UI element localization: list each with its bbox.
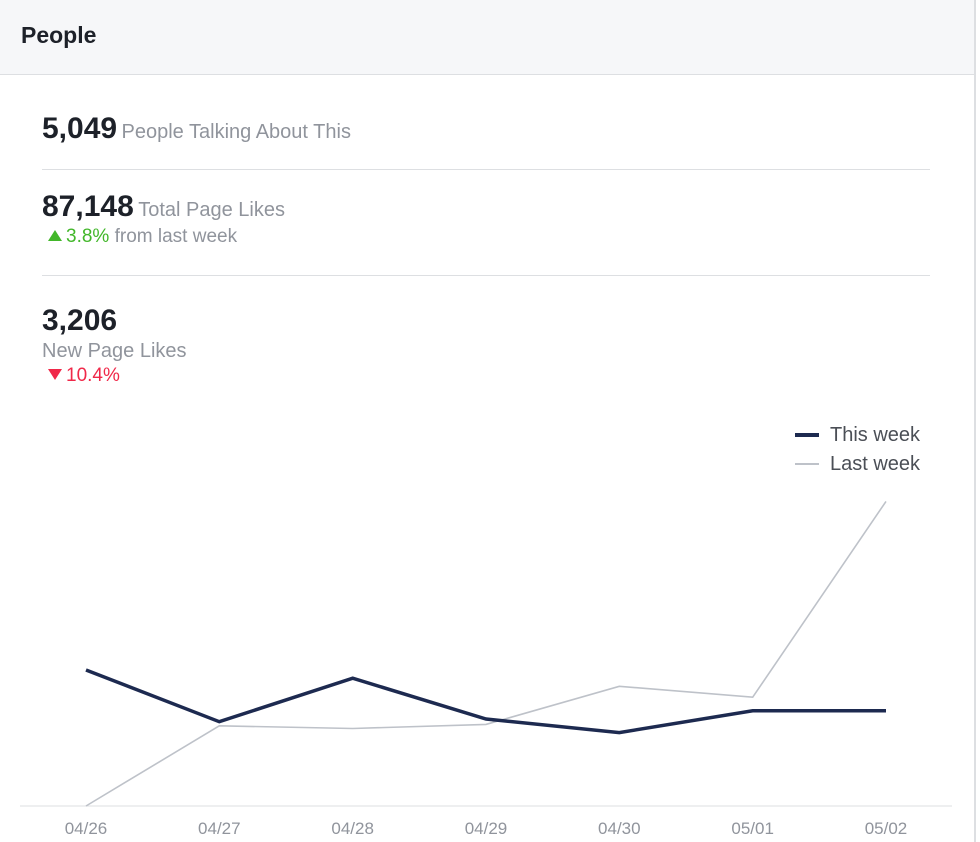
series-line-last-week <box>85 500 887 807</box>
legend-swatch-last-week <box>795 462 819 465</box>
stat-people-talking: 5,049 People Talking About This <box>42 112 930 146</box>
x-tick-label: 05/02 <box>865 819 908 838</box>
divider <box>42 169 930 170</box>
arrow-up-icon <box>48 230 62 241</box>
stat-total-likes-label: Total Page Likes <box>138 199 285 221</box>
stat-new-likes-change: 10.4% <box>66 365 120 386</box>
legend-label-this-week: This week <box>830 423 921 446</box>
legend-item-this-week: This week <box>795 420 920 449</box>
stat-talking-value: 5,049 <box>42 112 118 145</box>
legend-label-last-week: Last week <box>830 452 921 475</box>
x-tick-label: 04/30 <box>598 819 641 838</box>
divider <box>42 275 930 276</box>
arrow-down-icon <box>48 369 62 380</box>
stat-total-likes-change-suffix: from last week <box>114 226 238 247</box>
stat-total-likes-value: 87,148 <box>42 190 134 223</box>
stat-new-page-likes: 3,206 New Page Likes 10.4% <box>42 304 930 387</box>
section-title: People <box>21 22 97 48</box>
x-tick-label: 05/01 <box>731 819 774 838</box>
x-tick-label: 04/28 <box>331 819 374 838</box>
chart-legend: This week Last week <box>795 420 920 478</box>
x-tick-label: 04/29 <box>465 819 508 838</box>
stat-total-page-likes: 87,148 Total Page Likes 3.8% from last w… <box>42 190 930 248</box>
legend-swatch-this-week <box>795 432 819 437</box>
stat-new-likes-value: 3,206 <box>42 304 118 337</box>
series-line-this-week <box>85 668 886 735</box>
panel-border <box>974 0 976 842</box>
x-tick-label: 04/27 <box>198 819 241 838</box>
x-tick-label: 04/26 <box>65 819 108 838</box>
legend-item-last-week: Last week <box>795 449 920 478</box>
stat-new-likes-label: New Page Likes <box>42 340 187 362</box>
stat-talking-label: People Talking About This <box>121 121 351 143</box>
section-header: People <box>0 0 974 75</box>
stat-total-likes-change: 3.8% <box>66 226 110 247</box>
